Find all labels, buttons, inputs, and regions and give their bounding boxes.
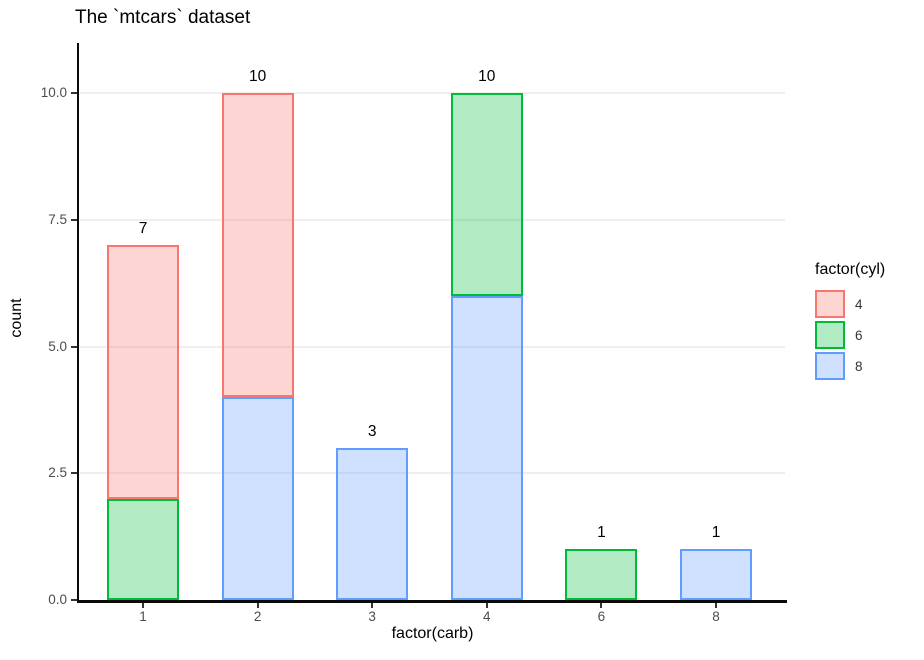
x-axis-title: factor(carb)	[391, 625, 474, 642]
y-tick-label: 0.0	[48, 592, 67, 607]
gridline-y-7.5	[80, 218, 785, 221]
y-tick-label: 10.0	[40, 85, 67, 100]
x-tick-label: 3	[368, 609, 376, 624]
legend-entry-cyl4: 4	[815, 290, 885, 318]
gridline-y-10	[80, 92, 785, 94]
y-tick-label: 7.5	[48, 211, 67, 227]
legend-key-swatch	[815, 352, 845, 380]
x-tick-1	[142, 602, 144, 608]
x-tick-4	[485, 602, 488, 608]
legend-label: 6	[855, 327, 863, 343]
x-tick-2	[256, 602, 259, 608]
y-tick-0	[71, 599, 77, 601]
bar-total-label: 10	[248, 68, 267, 85]
bar-3-cyl8	[336, 447, 409, 600]
bar-total-label: 7	[138, 220, 148, 238]
legend-key-swatch	[815, 290, 845, 318]
y-tick-2.5	[71, 472, 77, 475]
bar-1-cyl4	[107, 245, 179, 499]
y-tick-10	[71, 92, 77, 94]
y-tick-5	[71, 345, 77, 348]
legend-entry-cyl8: 8	[815, 352, 885, 380]
legend-entries: 4 6 8	[815, 290, 885, 380]
legend-title: factor(cyl)	[815, 261, 886, 278]
bar-total-label: 1	[711, 524, 721, 542]
x-tick-label: 1	[139, 609, 147, 624]
legend: factor(cyl) 4 6 8	[815, 261, 885, 383]
bar-total-label: 1	[597, 524, 606, 542]
x-tick-3	[371, 602, 374, 608]
x-tick-label: 2	[253, 609, 262, 624]
y-tick-label: 2.5	[48, 465, 67, 481]
bar-1-cyl6	[107, 498, 179, 600]
gridline-y-5	[80, 345, 785, 348]
legend-label: 8	[855, 358, 863, 374]
y-axis-line	[76, 43, 79, 603]
x-tick-8	[715, 602, 717, 608]
y-tick-label: 5.0	[48, 338, 67, 354]
bar-2-cyl8	[221, 397, 294, 600]
bar-8-cyl8	[680, 549, 752, 600]
bar-4-cyl6	[450, 93, 523, 296]
x-tick-label: 4	[483, 609, 491, 624]
bar-total-label: 3	[367, 422, 377, 440]
bar-total-label: 10	[478, 68, 496, 85]
legend-label: 4	[855, 296, 863, 312]
legend-key-swatch	[815, 321, 845, 349]
x-tick-6	[600, 602, 603, 608]
legend-entry-cyl6: 6	[815, 321, 885, 349]
bar-6-cyl6	[565, 549, 638, 600]
bar-2-cyl4	[221, 93, 294, 398]
x-tick-label: 8	[712, 609, 720, 624]
x-tick-label: 6	[597, 609, 606, 624]
x-axis-line	[76, 600, 787, 603]
bar-4-cyl8	[450, 295, 523, 600]
chart-title: The `mtcars` dataset	[75, 7, 251, 28]
gridline-y-2.5	[80, 472, 785, 475]
y-tick-7.5	[71, 218, 77, 221]
